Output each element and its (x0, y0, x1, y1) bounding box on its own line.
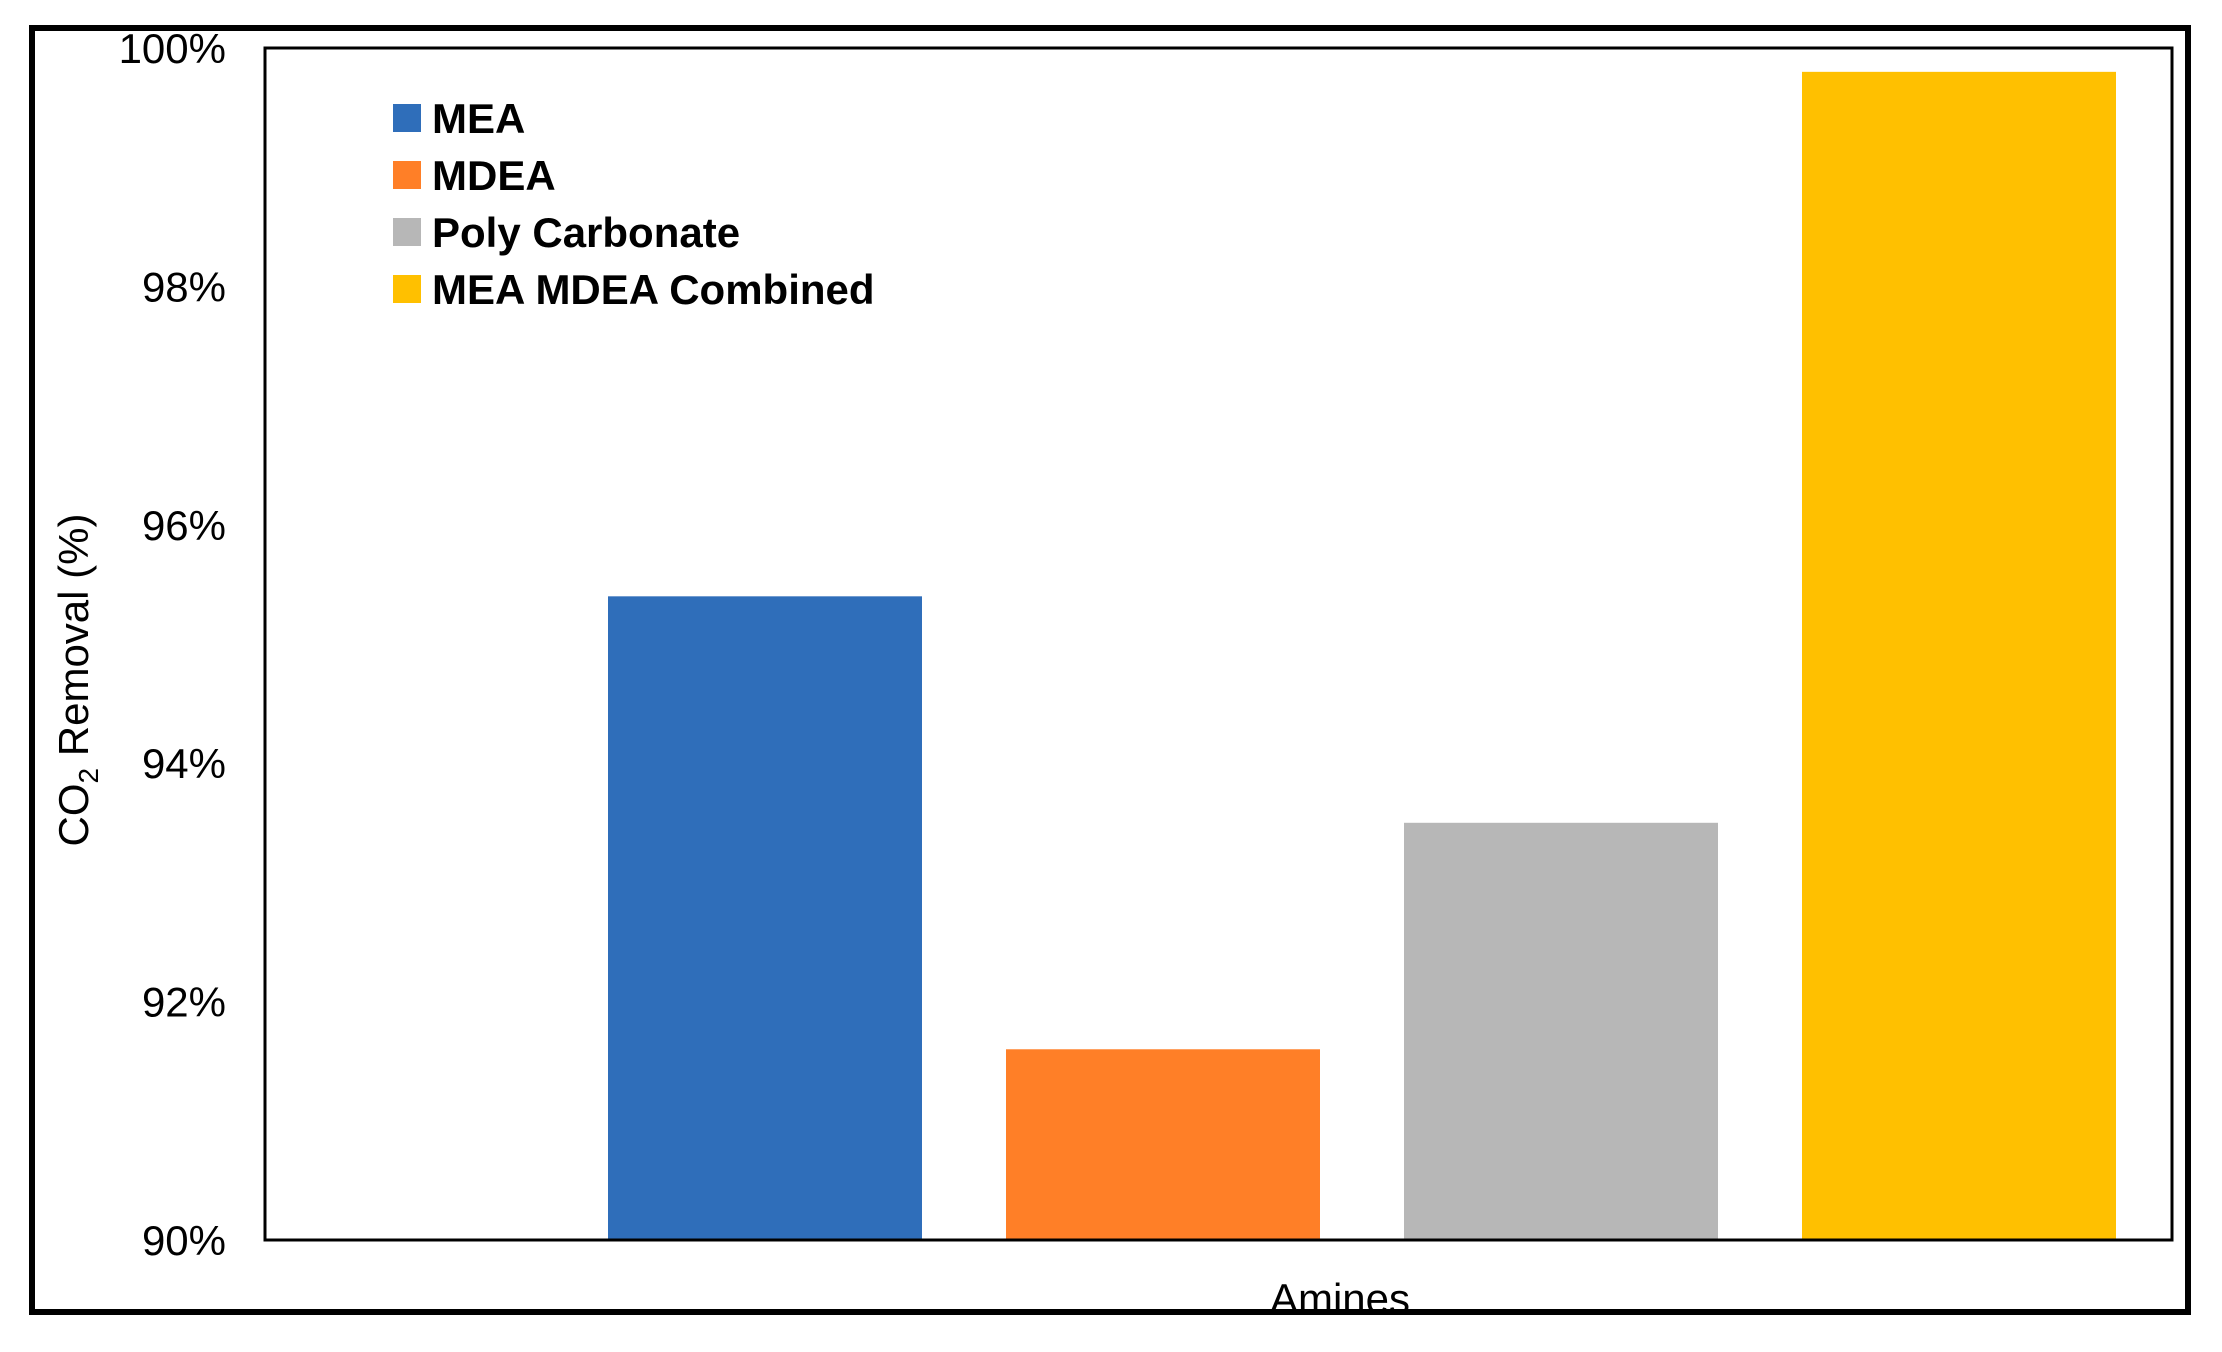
legend-swatch (393, 275, 421, 303)
legend-swatch (393, 104, 421, 132)
y-tick-label: 94% (142, 740, 226, 787)
bar-mea (608, 596, 922, 1240)
y-axis-ticks: 90% 92% 94% 96% 98% 100% (119, 25, 226, 1264)
bar-mea-mdea-combined (1802, 71, 2116, 1241)
bar-mdea (1006, 1049, 1320, 1240)
x-axis-label: Amines (1270, 1275, 1410, 1322)
y-axis-label-suffix: Removal (%) (50, 514, 97, 768)
y-tick-label: 96% (142, 502, 226, 549)
y-tick-label: 100% (119, 25, 226, 72)
y-tick-label: 98% (142, 263, 226, 310)
y-tick-label: 92% (142, 979, 226, 1026)
legend-label: MEA (432, 95, 525, 142)
legend-swatch (393, 218, 421, 246)
y-axis-label-subscript: 2 (73, 768, 104, 784)
y-axis-label-prefix: CO (50, 783, 97, 846)
legend-label: Poly Carbonate (432, 209, 740, 256)
legend-label: MDEA (432, 152, 556, 199)
y-axis-label: CO2 Removal (%) (50, 514, 104, 847)
bar-poly-carbonate (1404, 822, 1718, 1240)
legend-swatch (393, 161, 421, 189)
legend-label: MEA MDEA Combined (432, 266, 875, 313)
legend: MEA MDEA Poly Carbonate MEA MDEA Combined (393, 95, 875, 313)
bars-layer (608, 71, 2116, 1241)
plot-area (263, 46, 2174, 1242)
y-tick-label: 90% (142, 1217, 226, 1264)
